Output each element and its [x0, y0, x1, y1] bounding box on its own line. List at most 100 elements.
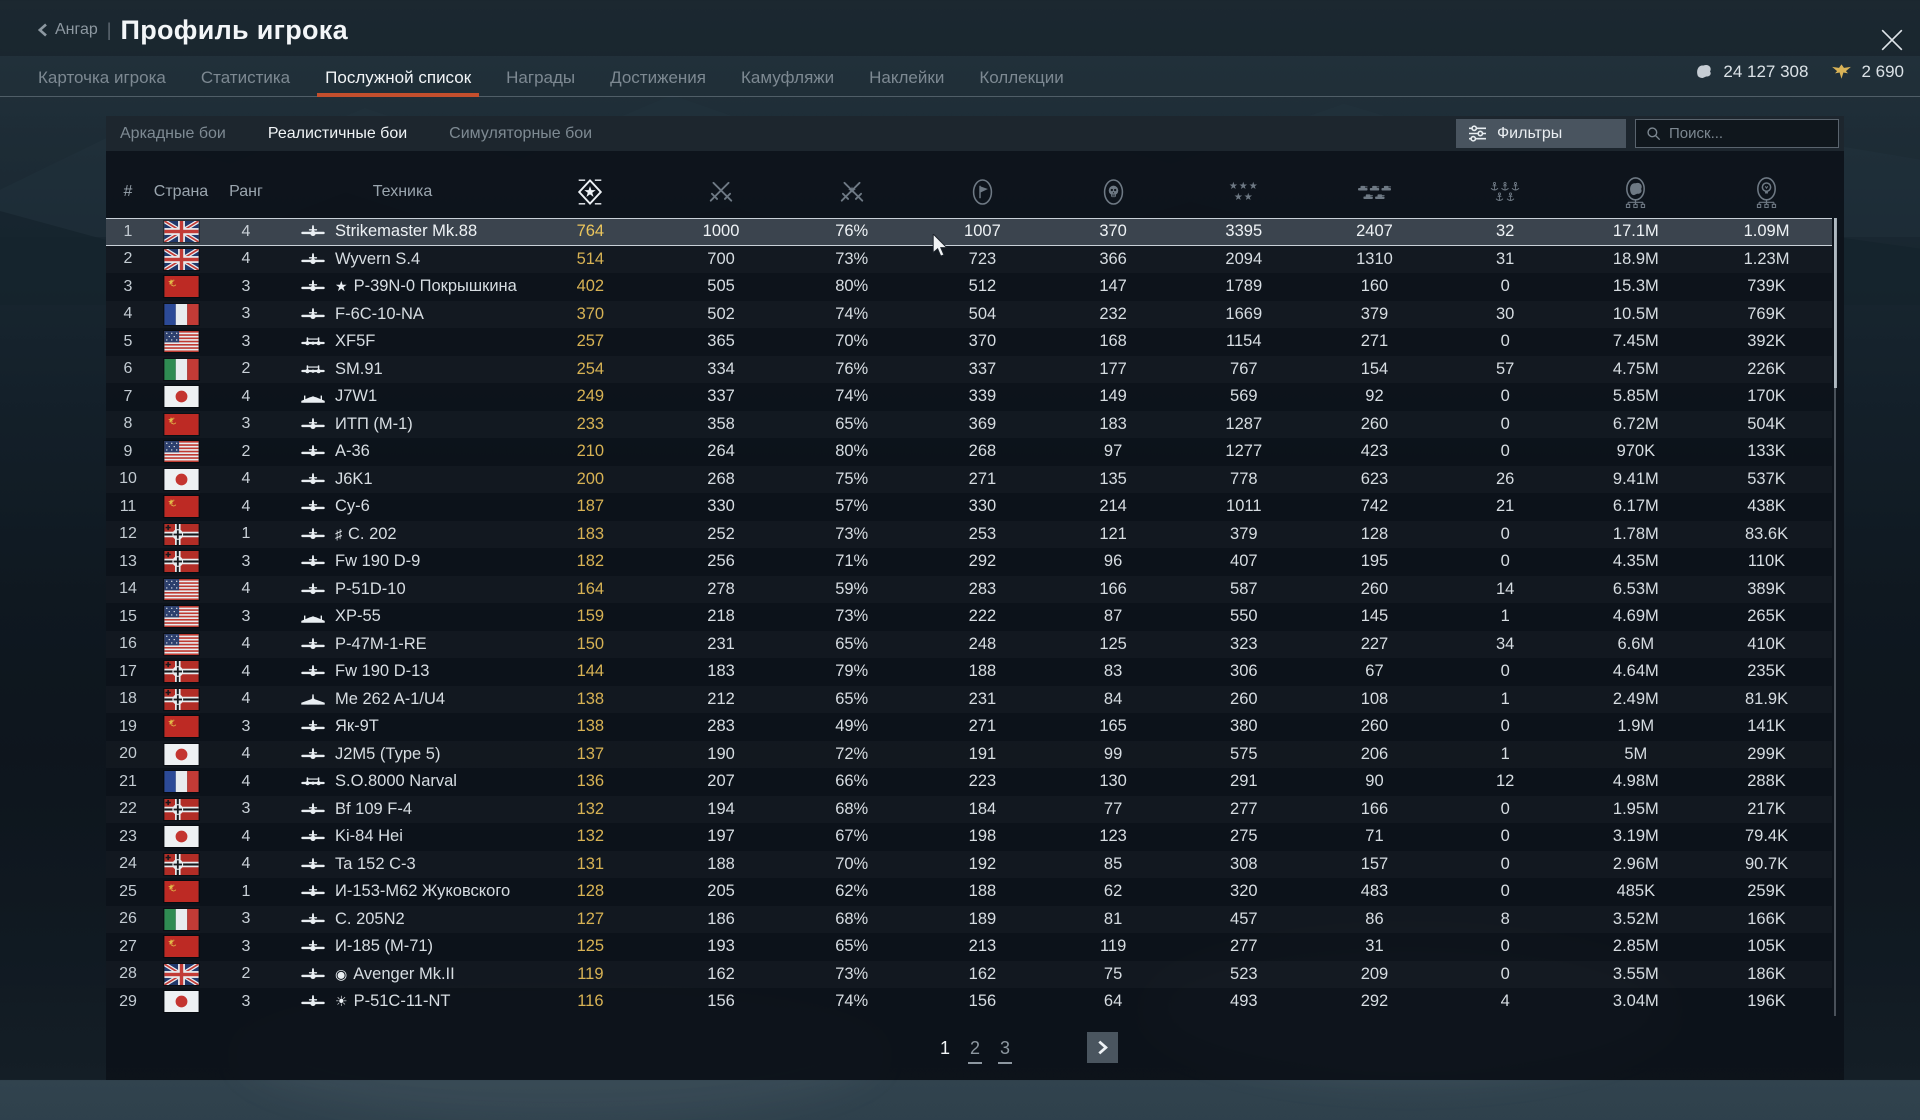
stat-cell: 26: [1495, 469, 1515, 488]
tab-decals[interactable]: Наклейки: [869, 67, 945, 87]
table-row[interactable]: 5 3 XF5F 257 365 70% 370 168 1154 271 0 7.45M 392K: [106, 328, 1832, 356]
table-row[interactable]: 20 4 J2M5 (Type 5) 137 190 72% 191 99 575 206 1 5M 2…: [106, 741, 1832, 769]
flag-japan-icon: [164, 469, 199, 490]
table-row[interactable]: 14 4 P-51D-10 164 278 59% 283 166 587 260 14 6.53M 3…: [106, 576, 1832, 604]
row-number: 8: [123, 415, 133, 433]
stat-cell: 337: [968, 359, 997, 378]
rank-cell: 3: [241, 910, 251, 928]
stat-cell: 7.45M: [1612, 332, 1659, 351]
stat-cell: 264: [707, 442, 735, 461]
stat-cell: 1007: [964, 222, 1001, 241]
ground-targets-column-icon[interactable]: [1309, 185, 1440, 200]
air-targets-column-icon[interactable]: ★★★ ★★: [1228, 180, 1259, 204]
sorties-column-icon[interactable]: [917, 178, 1048, 206]
stat-cell: 145: [1360, 607, 1389, 626]
subtab-realistic[interactable]: Реалистичные бои: [267, 124, 408, 142]
stat-cell: 493: [1230, 992, 1258, 1011]
tab-achievements[interactable]: Достижения: [610, 67, 706, 87]
table-row[interactable]: 28 2 ◉ Avenger Mk.II 119 162 73% 162 75 523 209 0 3.…: [106, 961, 1832, 989]
tab-player-card[interactable]: Карточка игрока: [38, 67, 166, 87]
table-row[interactable]: 8 3 ИТП (М-1) 233 358 65% 369 183 1287 260 0 6.72M 5…: [106, 411, 1832, 439]
stat-cell: 271: [968, 717, 997, 736]
rank-cell: 4: [241, 662, 251, 680]
table-row[interactable]: 1 4 Strikemaster Mk.88 764 1000 76% 1007 370 339…: [106, 218, 1832, 246]
stat-cell: 256: [707, 552, 735, 571]
table-row[interactable]: 17 4 Fw 190 D-13 144 183 79% 188 83 306 67 0 4.64M 2…: [106, 658, 1832, 686]
stat-cell: 0: [1500, 827, 1510, 846]
stat-cell: 330: [707, 497, 735, 516]
vehicle-cell: Як-9Т: [280, 717, 525, 736]
table-row[interactable]: 13 3 Fw 190 D-9 182 256 71% 292 96 407 195 0 4.35M 1…: [106, 548, 1832, 576]
table-row[interactable]: 23 4 Ki-84 Hei 132 197 67% 198 123 275 71 0 3.19M 79…: [106, 823, 1832, 851]
table-row[interactable]: 22 3 Bf 109 F-4 132 194 68% 184 77 277 166 0 1.95M 2…: [106, 796, 1832, 824]
page-button-3[interactable]: 3: [998, 1038, 1013, 1064]
tab-statistics[interactable]: Статистика: [200, 67, 291, 87]
table-row[interactable]: 4 3 F-6C-10-NA 370 502 74% 504 232 1669 379 30 10.5…: [106, 301, 1832, 329]
column-header-vehicle[interactable]: Техника: [372, 183, 433, 200]
stat-cell: 5M: [1624, 744, 1648, 763]
stat-cell: 184: [968, 799, 997, 818]
table-row[interactable]: 18 4 Me 262 A-1/U4 138 212 65% 231 84 260 108 1 2.4…: [106, 686, 1832, 714]
deaths-column-icon[interactable]: [1048, 178, 1179, 206]
page-button-1[interactable]: 1: [939, 1038, 950, 1058]
currency-bar: 24 127 308 2 690: [1692, 60, 1904, 83]
table-row[interactable]: 21 4 S.O.8000 Narval 136 207 66% 223 130 291 90 12…: [106, 768, 1832, 796]
stat-cell: 57%: [835, 497, 869, 516]
close-button[interactable]: [1880, 28, 1906, 54]
table-row[interactable]: 15 3 XP-55 159 218 73% 222 87 550 145 1 4.69M 265K: [106, 603, 1832, 631]
stat-cell: 34: [1495, 634, 1515, 653]
tab-awards[interactable]: Награды: [506, 67, 576, 87]
table-row[interactable]: 25 1 И-153-М62 Жуковского 128 205 62% 188 62 320…: [106, 878, 1832, 906]
tab-service-record[interactable]: Послужной список: [317, 58, 480, 97]
stat-cell: 523: [1230, 964, 1258, 983]
search-input[interactable]: Поиск...: [1635, 119, 1839, 148]
table-row[interactable]: 26 3 C. 205N2 127 186 68% 189 81 457 86 8 3.52M 166K: [106, 906, 1832, 934]
battles-column-icon[interactable]: [656, 179, 787, 205]
table-row[interactable]: 10 4 J6K1 200 268 75% 271 135 778 623 26 9.41M 537K: [106, 466, 1832, 494]
scrollbar-thumb[interactable]: [1834, 218, 1837, 388]
table-row[interactable]: 3 3 ★ P-39N-0 Покрышкина 402 505 80% 512 147 1789…: [106, 273, 1832, 301]
table-row[interactable]: 16 4 P-47M-1-RE 150 231 65% 248 125 323 227 34 6.6M…: [106, 631, 1832, 659]
scrollbar-track[interactable]: [1834, 218, 1836, 1016]
table-row[interactable]: 27 3 И-185 (М-71) 125 193 65% 213 119 277 31 0 2.85…: [106, 933, 1832, 961]
page-button-2[interactable]: 2: [967, 1038, 982, 1064]
table-row[interactable]: 12 1 ♯ С. 202 183 252 73% 253 121 379 128 0 1.78M 83.…: [106, 521, 1832, 549]
stat-cell: 1: [1500, 744, 1510, 763]
stat-cell: 3395: [1225, 222, 1263, 241]
table-row[interactable]: 11 4 Су-6 187 330 57% 330 214 1011 742 21 6.17M 438K: [106, 493, 1832, 521]
vehicle-name: Ki-84 Hei: [335, 827, 403, 846]
table-row[interactable]: 6 2 SM.91 254 334 76% 337 177 767 154 57 4.75M 226K: [106, 356, 1832, 384]
subtab-arcade[interactable]: Аркадные бои: [120, 124, 226, 142]
column-header-rank[interactable]: Ранг: [229, 183, 263, 200]
table-row[interactable]: 9 2 A-36 210 264 80% 268 97 1277 423 0 970K 133K: [106, 438, 1832, 466]
naval-targets-column-icon[interactable]: [1440, 181, 1571, 203]
stat-cell: 205: [707, 882, 735, 901]
country-cell: [150, 579, 212, 600]
stat-cell: 764: [576, 222, 605, 241]
table-row[interactable]: 19 3 Як-9Т 138 283 49% 271 165 380 260 0 1.9M 141K: [106, 713, 1832, 741]
next-page-button[interactable]: [1087, 1032, 1118, 1063]
table-header: # Страна Ранг Техника ★★★ ★★: [106, 166, 1832, 218]
stat-cell: 10.5M: [1612, 304, 1659, 323]
column-header-num[interactable]: #: [123, 183, 133, 200]
stat-cell: 32: [1495, 222, 1515, 241]
filters-button[interactable]: Фильтры: [1456, 119, 1626, 148]
winrate-column-icon[interactable]: [786, 179, 917, 205]
back-button[interactable]: Ангар: [38, 21, 98, 39]
subtab-simulator[interactable]: Симуляторные бои: [449, 124, 593, 142]
table-row[interactable]: 24 4 Ta 152 C-3 131 188 70% 192 85 308 157 0 2.96M 9…: [106, 851, 1832, 879]
stat-cell: 71%: [835, 552, 869, 571]
stat-cell: 3.19M: [1612, 827, 1659, 846]
research-points-column-icon[interactable]: [1701, 177, 1832, 208]
tab-camouflages[interactable]: Камуфляжи: [741, 67, 835, 87]
tab-collections[interactable]: Коллекции: [979, 67, 1064, 87]
row-number: 12: [119, 525, 137, 543]
victories-column-icon[interactable]: [525, 178, 656, 206]
stat-cell: 438K: [1747, 497, 1786, 516]
column-header-country[interactable]: Страна: [153, 183, 209, 200]
table-row[interactable]: 2 4 Wyvern S.4 514 700 73% 723 366 2094 1310 31 18.…: [106, 246, 1832, 274]
silver-lions-column-icon[interactable]: [1571, 177, 1702, 208]
country-cell: [150, 991, 212, 1012]
table-row[interactable]: 7 4 J7W1 249 337 74% 339 149 569 92 0 5.85M 170K: [106, 383, 1832, 411]
table-row[interactable]: 29 3 ☀ P-51C-11-NT 116 156 74% 156 64 493 292 4 3.04…: [106, 988, 1832, 1016]
